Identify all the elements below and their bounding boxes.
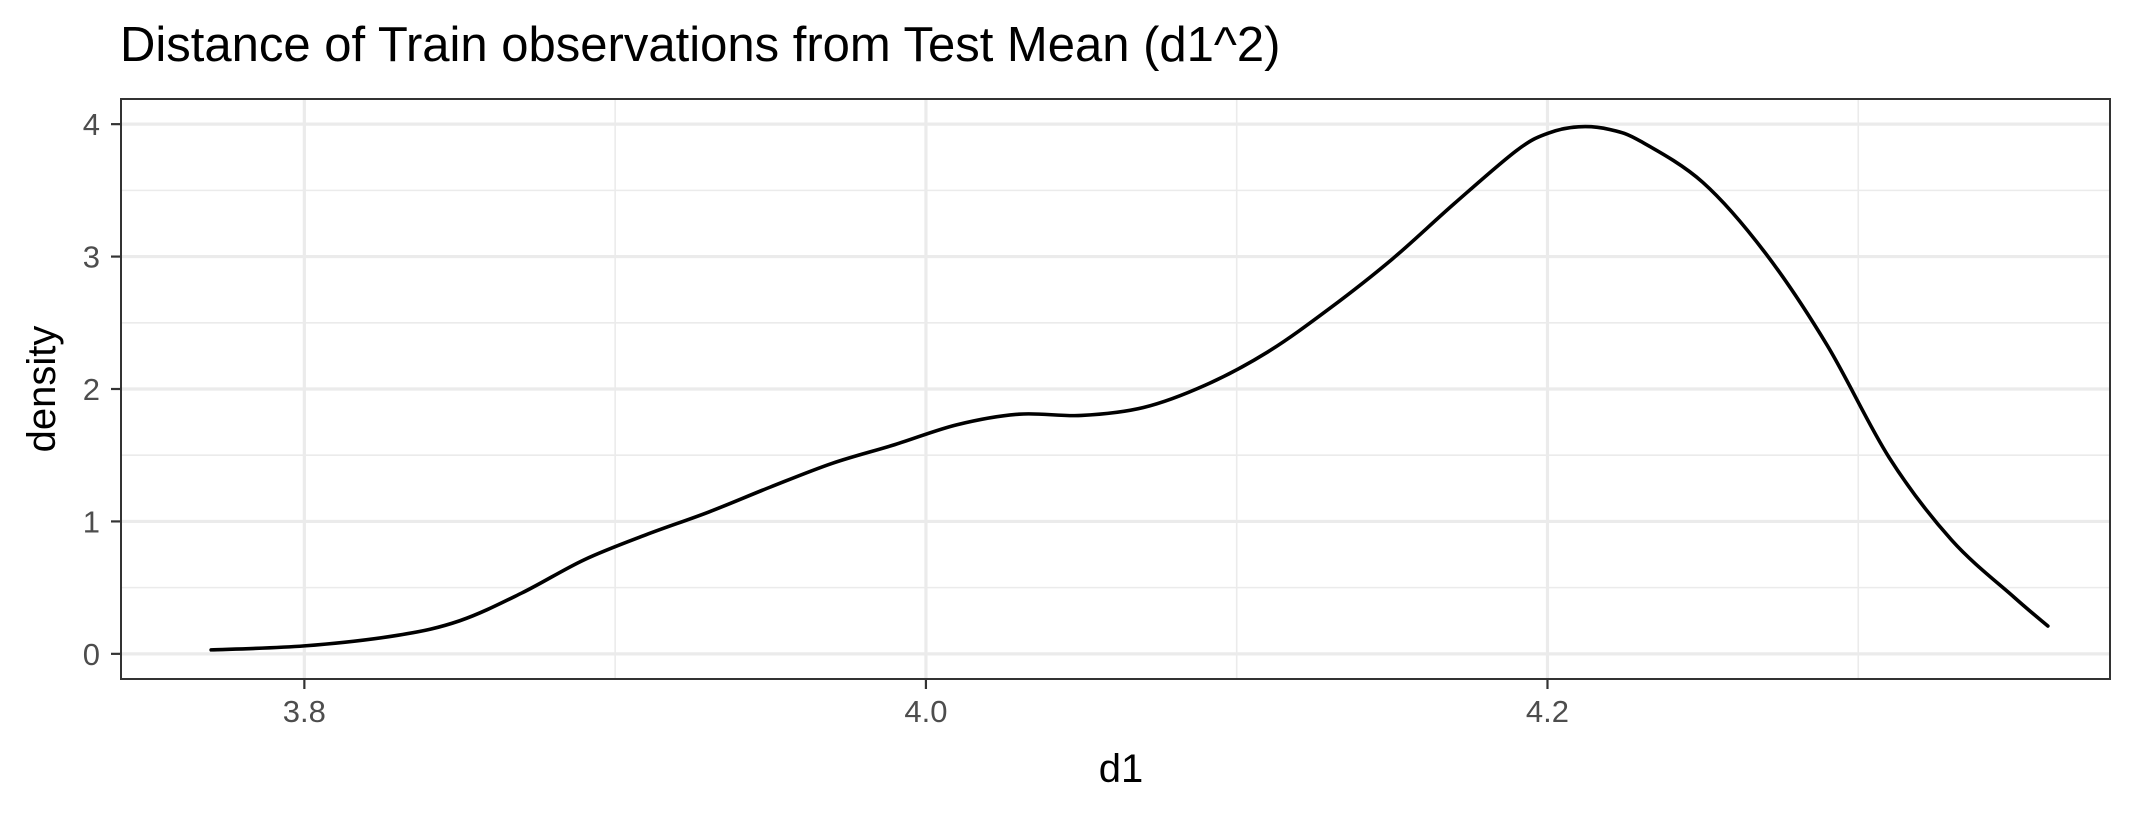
y-axis-ticks: 0 1 2 3 4 bbox=[83, 107, 121, 672]
chart-title: Distance of Train observations from Test… bbox=[120, 18, 1281, 72]
minor-gridlines-y bbox=[121, 189, 2110, 589]
x-tick-label: 4.2 bbox=[1526, 694, 1569, 729]
y-tick-label: 4 bbox=[83, 107, 100, 142]
y-axis-title: density bbox=[20, 326, 64, 453]
x-tick-label: 3.8 bbox=[283, 694, 326, 729]
y-tick-label: 2 bbox=[83, 372, 100, 407]
y-tick-label: 3 bbox=[83, 240, 100, 275]
y-tick-label: 1 bbox=[83, 504, 100, 539]
major-gridlines-y bbox=[121, 122, 2110, 656]
x-axis-title: d1 bbox=[1099, 747, 1144, 791]
x-axis-ticks: 3.8 4.0 4.2 bbox=[283, 679, 1569, 729]
x-tick-label: 4.0 bbox=[904, 694, 947, 729]
y-tick-label: 0 bbox=[83, 637, 100, 672]
density-curve bbox=[209, 124, 2050, 652]
